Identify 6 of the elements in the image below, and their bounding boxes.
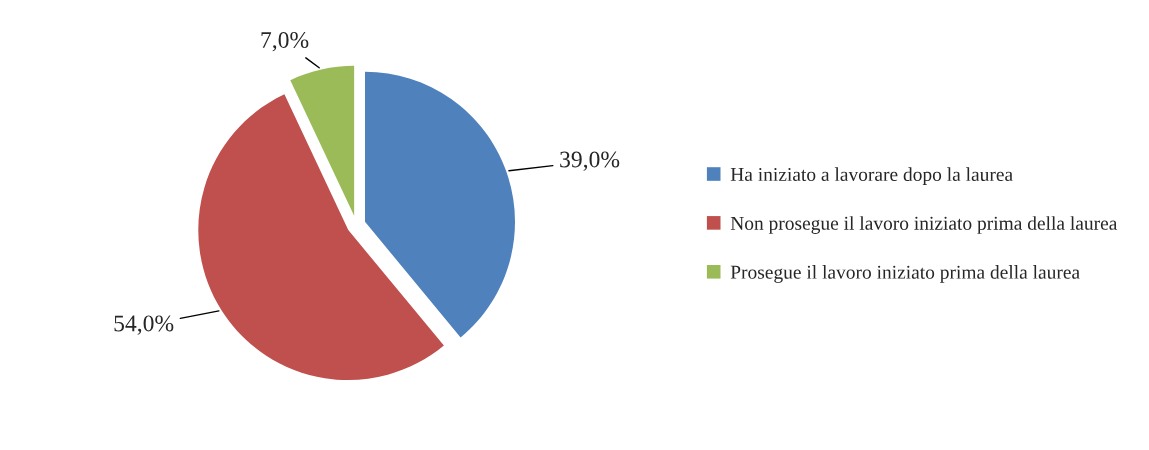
data-label: 39,0% xyxy=(560,151,620,171)
legend-label: Non prosegue il lavoro iniziato prima della laurea xyxy=(730,216,1118,234)
legend-label: Prosegue il lavoro iniziato prima della laurea xyxy=(730,265,1080,283)
data-label: 54,0% xyxy=(114,315,174,335)
legend-label: Ha iniziato a lavorare dopo la laurea xyxy=(730,167,1013,185)
data-label: 7,0% xyxy=(261,31,309,52)
